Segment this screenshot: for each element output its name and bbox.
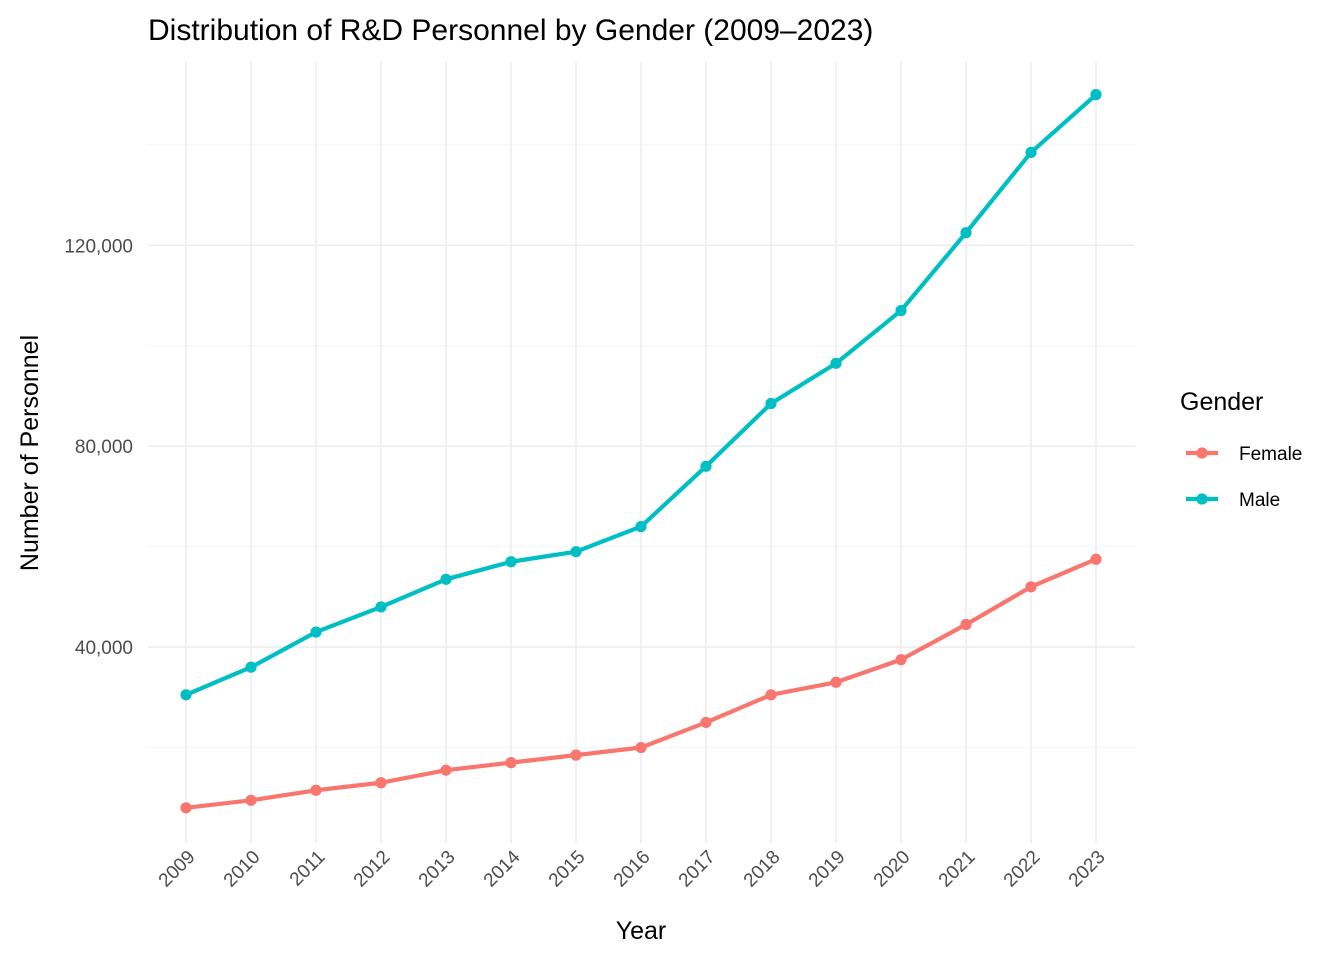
data-point-female (505, 757, 517, 769)
legend-title: Gender (1180, 388, 1263, 416)
major-gridlines (148, 62, 1135, 843)
data-point-female (1090, 553, 1102, 565)
data-point-male (375, 601, 387, 613)
data-point-male (245, 661, 257, 673)
data-point-male (310, 626, 322, 638)
x-tick-label: 2016 (610, 847, 655, 892)
data-point-female (245, 794, 257, 806)
x-axis-title: Year (616, 917, 667, 945)
data-point-female (960, 618, 972, 631)
data-point-female (440, 764, 452, 776)
y-axis-title: Number of Personnel (16, 335, 44, 571)
data-point-male (505, 556, 517, 568)
legend-label-male: Male (1239, 490, 1280, 511)
data-point-male (440, 573, 452, 585)
x-tick-label: 2022 (1000, 847, 1045, 892)
data-point-female (375, 777, 387, 789)
data-point-female (895, 654, 907, 666)
data-point-male (180, 689, 192, 701)
y-tick-label: 80,000 (75, 437, 133, 458)
data-point-female (1025, 581, 1037, 593)
data-point-female (310, 784, 322, 796)
x-axis-ticks: 2009 2010 2011 2012 2013 2014 2015 2016 2017 2018… (155, 846, 1110, 891)
legend-key-point-female (1196, 447, 1208, 459)
chart-title: Distribution of R&D Personnel by Gender … (148, 14, 873, 47)
y-tick-label: 40,000 (75, 638, 133, 659)
x-tick-label: 2014 (480, 846, 525, 891)
x-tick-label: 2018 (740, 847, 785, 892)
x-tick-label: 2011 (286, 847, 330, 891)
legend-item-male: Male (1186, 490, 1280, 511)
x-tick-label: 2015 (545, 847, 590, 892)
data-point-male (765, 397, 777, 410)
x-tick-label: 2020 (870, 847, 915, 892)
data-point-female (570, 749, 582, 761)
data-point-male (635, 520, 647, 533)
x-tick-label: 2013 (415, 847, 460, 892)
legend-key-point-male (1196, 493, 1208, 505)
y-tick-label: 120,000 (64, 236, 133, 257)
data-point-female (700, 716, 712, 729)
x-tick-label: 2012 (350, 847, 395, 892)
x-tick-label: 2023 (1065, 847, 1110, 892)
data-point-male (895, 305, 907, 317)
x-tick-label: 2019 (805, 847, 850, 892)
data-point-female (180, 802, 192, 814)
data-point-male (1025, 146, 1037, 159)
x-tick-label: 2009 (155, 847, 200, 892)
x-tick-label: 2021 (935, 847, 980, 892)
data-point-male (570, 546, 582, 558)
legend-item-female: Female (1186, 444, 1302, 465)
data-point-male (830, 357, 842, 369)
series-layer (180, 89, 1102, 814)
legend-label-female: Female (1239, 444, 1302, 465)
y-axis-ticks: 40,000 80,000 120,000 (64, 236, 133, 659)
data-point-female (765, 689, 777, 701)
legend: Gender Female Male (1180, 388, 1302, 511)
data-point-male (1090, 89, 1102, 101)
data-point-male (700, 460, 712, 472)
data-point-male (960, 227, 972, 239)
x-tick-label: 2017 (675, 847, 720, 892)
data-point-female (635, 741, 647, 754)
data-point-female (830, 676, 842, 688)
x-tick-label: 2010 (220, 847, 265, 892)
